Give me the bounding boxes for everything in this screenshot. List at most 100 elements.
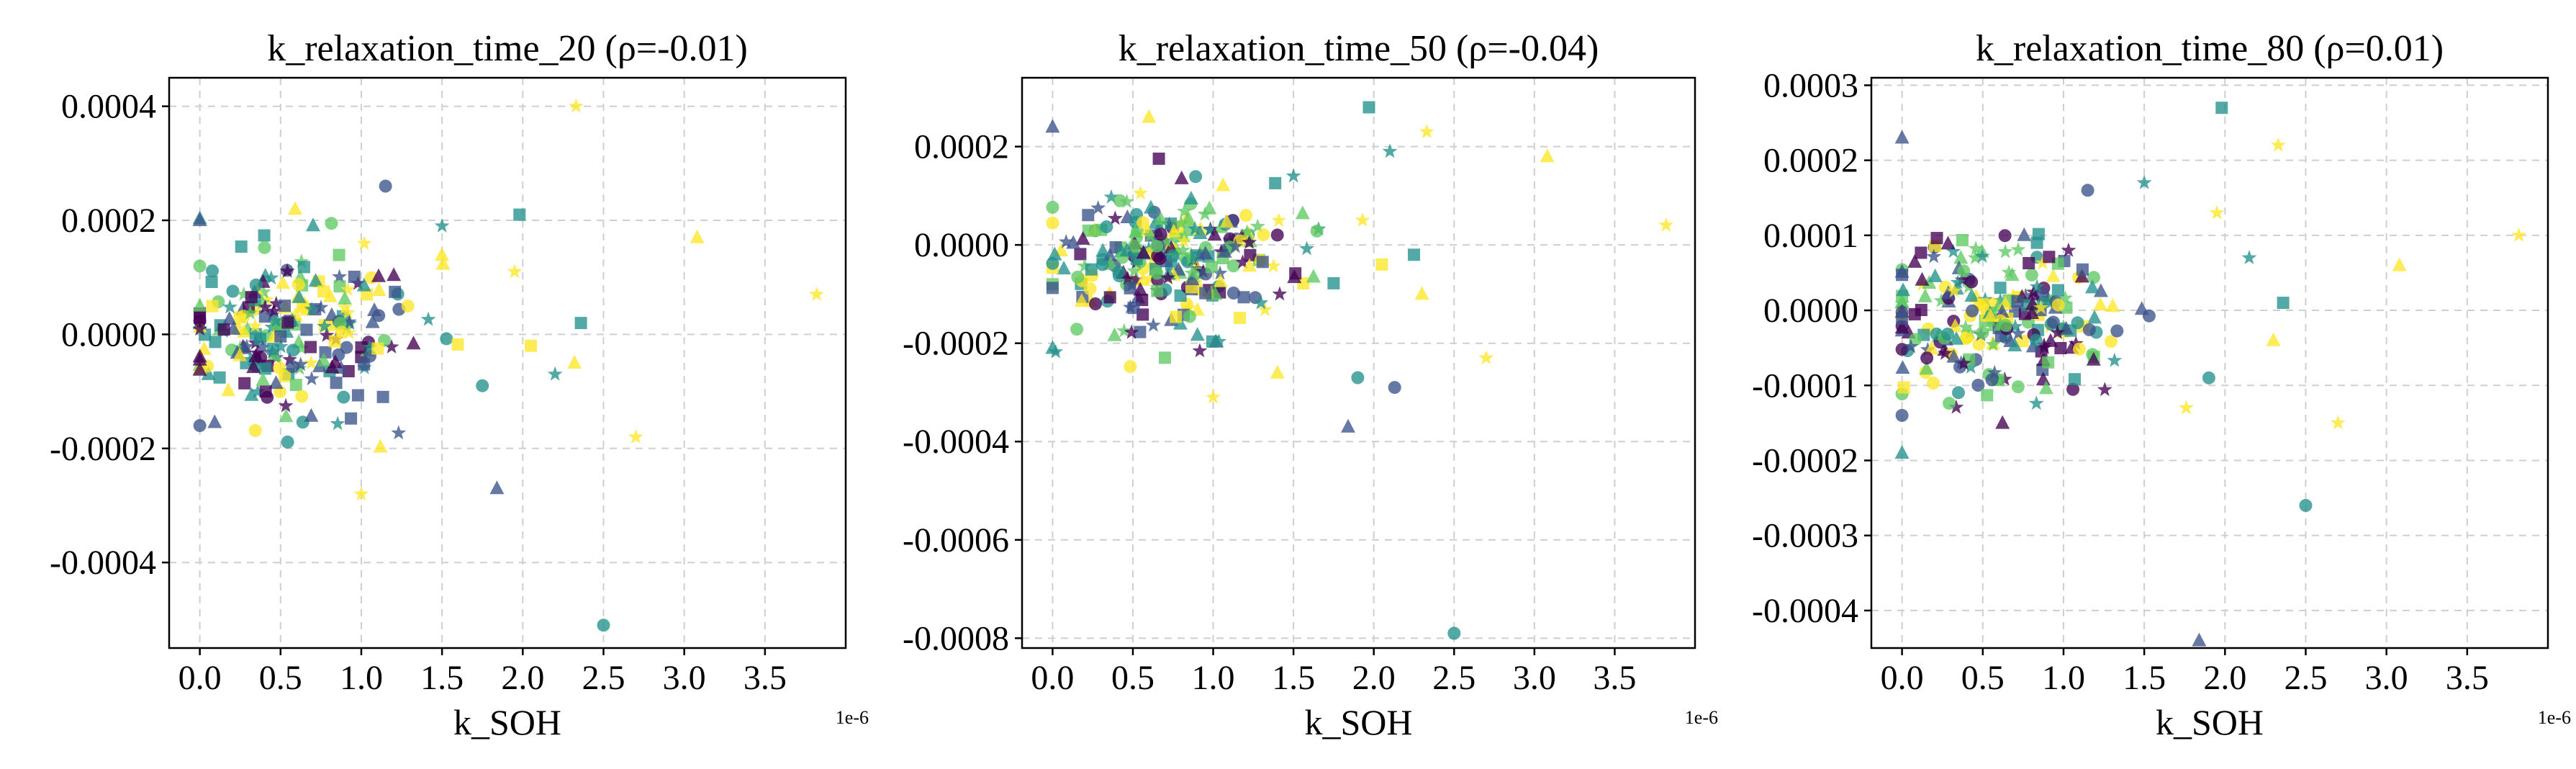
data-point — [1907, 253, 1922, 268]
data-point — [1124, 276, 1140, 292]
data-point — [2017, 287, 2033, 302]
data-point — [1924, 341, 1939, 355]
data-point — [1082, 209, 1095, 222]
data-point — [1894, 320, 1910, 334]
data-point — [333, 280, 346, 293]
data-point — [2011, 294, 2024, 307]
data-point — [1242, 258, 1257, 272]
data-point — [1933, 292, 1949, 307]
data-point — [1066, 235, 1081, 249]
data-point — [1127, 302, 1140, 315]
data-point — [2110, 324, 2124, 338]
data-point — [1173, 215, 1189, 230]
x-tick-label: 2.0 — [1352, 659, 1396, 697]
data-point — [1153, 252, 1167, 266]
data-point — [1205, 261, 1218, 274]
data-point — [1253, 294, 1269, 310]
data-point — [2010, 241, 2026, 256]
data-point — [356, 235, 372, 251]
data-point — [1952, 386, 1965, 400]
data-point — [1089, 297, 1102, 310]
x-tick-label: 1.5 — [420, 659, 464, 697]
data-point — [295, 390, 309, 403]
data-point — [1207, 227, 1222, 241]
data-point — [257, 299, 273, 314]
data-point — [2029, 333, 2043, 347]
data-point — [1174, 170, 1189, 184]
data-point — [1949, 330, 1964, 345]
data-point — [2051, 284, 2064, 297]
data-point — [1972, 338, 1986, 351]
data-point — [279, 300, 291, 312]
data-point — [2107, 352, 2123, 367]
data-point — [2050, 325, 2066, 339]
x-axis-exponent: 1e-6 — [1685, 707, 1718, 728]
data-point — [1362, 101, 1375, 114]
data-point — [1895, 360, 1910, 374]
data-point — [1212, 265, 1228, 280]
data-point — [376, 390, 389, 403]
data-point — [268, 312, 284, 328]
data-point — [1994, 282, 2007, 294]
data-point — [286, 343, 299, 357]
data-point — [1187, 221, 1203, 235]
data-point — [1938, 345, 1953, 360]
data-point — [348, 270, 361, 283]
data-point — [1074, 248, 1087, 261]
axes-frame — [168, 76, 847, 649]
data-point — [362, 339, 378, 354]
data-point — [1046, 200, 1059, 214]
data-point — [1272, 286, 1288, 301]
subplot-relaxation-time-20: k_relaxation_time_20 (ρ=-0.01) k_SOH 1e-… — [50, 28, 869, 742]
x-axis-exponent: 1e-6 — [836, 707, 869, 728]
data-point — [1175, 228, 1190, 242]
x-tick-label: 3.5 — [744, 659, 787, 697]
data-point — [2043, 333, 2058, 347]
x-axis-label: k_SOH — [453, 702, 561, 742]
data-point — [365, 314, 380, 328]
data-point — [1917, 288, 1933, 302]
data-point — [1113, 194, 1126, 207]
data-point — [389, 285, 402, 298]
data-point — [236, 286, 252, 301]
data-point — [2330, 415, 2346, 430]
data-point — [340, 341, 353, 354]
data-point — [325, 217, 338, 230]
data-point — [221, 382, 236, 397]
data-point — [628, 429, 643, 444]
data-point — [308, 273, 323, 287]
data-point — [258, 229, 271, 242]
data-point — [1997, 243, 2013, 258]
data-point — [1327, 276, 1340, 289]
data-point — [2209, 204, 2225, 220]
data-point — [2074, 269, 2089, 283]
data-point — [2082, 323, 2096, 336]
data-point — [1919, 361, 1934, 375]
data-point — [1185, 271, 1200, 285]
subplot-relaxation-time-50: k_relaxation_time_50 (ρ=-0.04) k_SOH 1e-… — [903, 28, 1718, 742]
data-point — [2038, 380, 2053, 395]
data-point — [1103, 291, 1116, 304]
data-point — [1075, 230, 1090, 245]
data-point — [1257, 302, 1273, 317]
data-point — [1189, 170, 1203, 184]
data-point — [1974, 248, 1990, 263]
data-point — [282, 351, 297, 366]
data-point — [1142, 228, 1158, 243]
data-point — [1112, 265, 1126, 279]
subplot-relaxation-time-80: k_relaxation_time_80 (ρ=0.01) k_SOH 1e-6… — [1752, 28, 2571, 742]
data-point — [489, 480, 505, 495]
data-point — [1202, 200, 1217, 215]
data-point — [2105, 335, 2118, 348]
data-point — [2192, 632, 2207, 647]
data-point — [507, 264, 523, 279]
x-axis-label: k_SOH — [2156, 702, 2264, 742]
data-point — [2023, 257, 2035, 269]
x-tick-label: 1.5 — [1272, 659, 1315, 697]
data-point — [1971, 379, 1985, 392]
data-point — [248, 318, 263, 333]
data-point — [246, 359, 261, 374]
x-tick-label: 3.0 — [2365, 659, 2408, 697]
data-point — [1090, 200, 1106, 215]
data-point — [2134, 301, 2149, 315]
